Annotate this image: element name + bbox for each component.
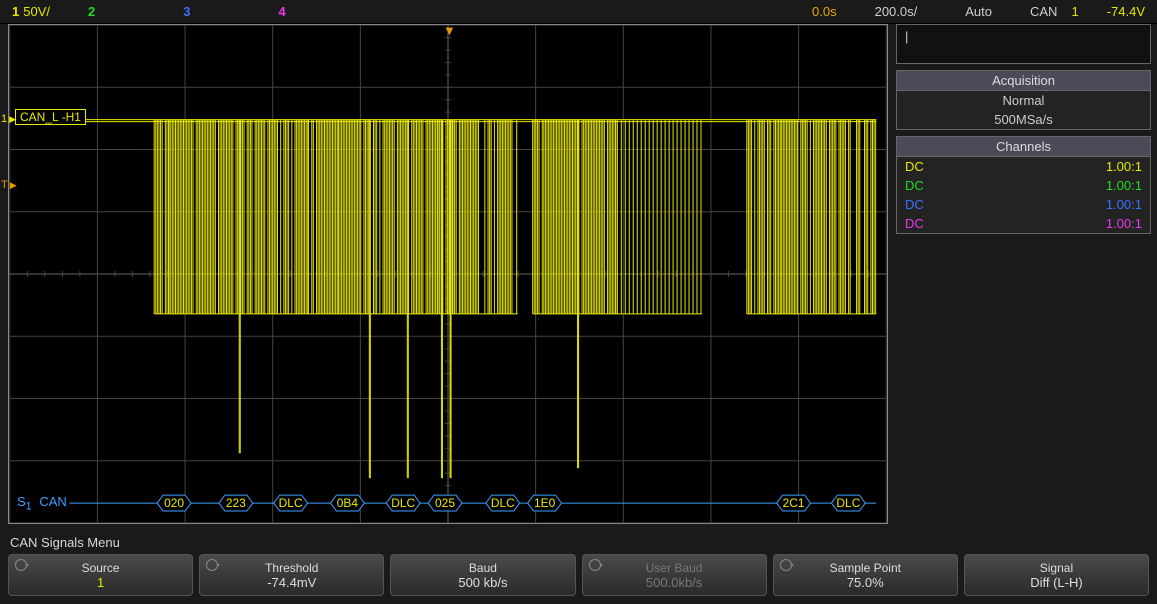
channel-coupling: DC xyxy=(905,178,924,193)
softkey-label: Signal xyxy=(1040,561,1073,575)
softkey-source[interactable]: Source1 xyxy=(8,554,193,596)
knob-icon xyxy=(206,559,218,571)
channel-row: DC 1.00:1 xyxy=(897,214,1150,233)
ch1-scale: 50V/ xyxy=(23,4,50,19)
softkey-label: Sample Point xyxy=(830,561,901,575)
softkey-label: Source xyxy=(82,561,120,575)
measurement-readout: | xyxy=(896,24,1151,64)
acquisition-panel: Acquisition Normal 500MSa/s xyxy=(896,70,1151,130)
channel-row: DC 1.00:1 xyxy=(897,195,1150,214)
softkey-value: Diff (L-H) xyxy=(1030,575,1082,590)
channel-probe-ratio: 1.00:1 xyxy=(1106,197,1142,212)
trigger-channel: 1 xyxy=(1071,4,1078,19)
channel-row: DC 1.00:1 xyxy=(897,176,1150,195)
softkey-label: User Baud xyxy=(646,561,703,575)
acquisition-header: Acquisition xyxy=(897,71,1150,91)
channel-coupling: DC xyxy=(905,159,924,174)
svg-text:0B4: 0B4 xyxy=(337,496,359,510)
svg-text:DLC: DLC xyxy=(279,496,303,510)
trigger-time-marker: ▼ xyxy=(443,23,456,38)
softkey-label: Baud xyxy=(469,561,497,575)
channel-probe-ratio: 1.00:1 xyxy=(1106,159,1142,174)
menu-title: CAN Signals Menu xyxy=(10,535,120,550)
waveform-display[interactable]: 1▶ CAN_L -H1 T▶ ▼ 020223DLC0B4DLC025DLC1… xyxy=(8,24,888,524)
svg-text:DLC: DLC xyxy=(391,496,415,510)
svg-text:1E0: 1E0 xyxy=(534,496,556,510)
softkey-baud[interactable]: Baud500 kb/s xyxy=(390,554,575,596)
softkey-bar: Source1Threshold-74.4mVBaud500 kb/sUser … xyxy=(8,554,1149,596)
trigger-mode: Auto xyxy=(965,4,992,19)
softkey-value: 1 xyxy=(97,575,104,590)
ch2-num: 2 xyxy=(88,4,95,19)
top-status-bar: 1 50V/ 2 3 4 0.0s 200.0s/ Auto CAN 1 -74… xyxy=(0,0,1157,24)
ch1-ground-marker: 1▶ xyxy=(1,113,16,125)
knob-icon xyxy=(589,559,601,571)
time-scale: 200.0s/ xyxy=(875,4,918,19)
svg-text:DLC: DLC xyxy=(836,496,860,510)
ch1-label: CAN_L -H1 xyxy=(15,109,86,125)
ch1-num: 1 xyxy=(12,4,19,19)
softkey-signal[interactable]: SignalDiff (L-H) xyxy=(964,554,1149,596)
softkey-value: 500.0kb/s xyxy=(646,575,702,590)
channels-header: Channels xyxy=(897,137,1150,157)
time-pos: 0.0s xyxy=(812,4,837,19)
svg-text:2C1: 2C1 xyxy=(783,496,805,510)
softkey-value: -74.4mV xyxy=(267,575,316,590)
softkey-sample-point[interactable]: Sample Point75.0% xyxy=(773,554,958,596)
svg-text:223: 223 xyxy=(226,496,246,510)
trigger-source: CAN xyxy=(1030,4,1057,19)
acquisition-mode: Normal xyxy=(897,91,1150,110)
softkey-value: 500 kb/s xyxy=(458,575,507,590)
trigger-level: -74.4V xyxy=(1107,4,1145,19)
softkey-user-baud: User Baud500.0kb/s xyxy=(582,554,767,596)
plot-svg: 020 223 DLC 0B4 DLC 025 DLC 1E0 2C1 DLC xyxy=(9,25,887,523)
softkey-threshold[interactable]: Threshold-74.4mV xyxy=(199,554,384,596)
channel-probe-ratio: 1.00:1 xyxy=(1106,178,1142,193)
svg-text:025: 025 xyxy=(435,496,455,510)
softkey-value: 75.0% xyxy=(847,575,884,590)
ch4-num: 4 xyxy=(278,4,285,19)
svg-text:DLC: DLC xyxy=(491,496,515,510)
channel-probe-ratio: 1.00:1 xyxy=(1106,216,1142,231)
svg-text:020: 020 xyxy=(164,496,184,510)
acquisition-rate: 500MSa/s xyxy=(897,110,1150,129)
knob-icon xyxy=(780,559,792,571)
trigger-level-marker: T▶ xyxy=(1,179,17,191)
softkey-label: Threshold xyxy=(265,561,318,575)
channel-coupling: DC xyxy=(905,197,924,212)
channels-panel: Channels DC 1.00:1DC 1.00:1DC 1.00:1DC 1… xyxy=(896,136,1151,234)
decode-bus-label: S1 CAN xyxy=(17,494,67,513)
ch3-num: 3 xyxy=(183,4,190,19)
channel-row: DC 1.00:1 xyxy=(897,157,1150,176)
channel-coupling: DC xyxy=(905,216,924,231)
knob-icon xyxy=(15,559,27,571)
